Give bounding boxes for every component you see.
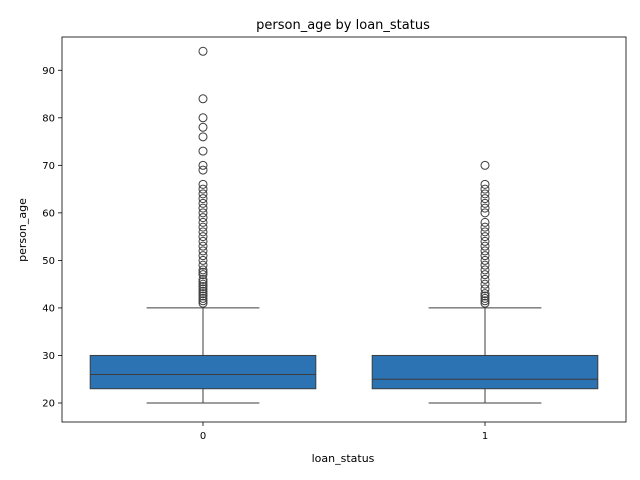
outlier-point (480, 198, 490, 208)
outlier-point (198, 251, 208, 261)
outlier-point (480, 246, 490, 256)
outlier-point (480, 289, 490, 299)
outlier-point (480, 265, 490, 275)
outlier-point (198, 289, 208, 299)
outlier-point (198, 227, 208, 237)
outlier-point (198, 286, 208, 296)
outlier-point (480, 227, 490, 237)
plot-frame (61, 36, 627, 423)
outlier-point (480, 296, 490, 306)
iqr-box (371, 354, 599, 390)
outlier-point (198, 232, 208, 242)
outlier-point (198, 274, 208, 284)
outlier-point (198, 279, 208, 289)
outlier-point (198, 296, 208, 306)
outlier-point (480, 291, 490, 301)
y-tick-label: 80 (42, 113, 55, 124)
outlier-point (480, 279, 490, 289)
outlier-point (198, 293, 208, 303)
iqr-box (89, 354, 317, 390)
y-tick-label: 50 (42, 256, 55, 267)
outlier-point (198, 189, 208, 199)
outlier-point (198, 291, 208, 301)
outlier-point (480, 284, 490, 294)
outlier-point (198, 270, 208, 280)
outlier-point (198, 277, 208, 287)
outlier-point (480, 160, 490, 170)
outlier-point (198, 284, 208, 294)
outlier-point (198, 94, 208, 104)
y-tick-label: 30 (42, 351, 55, 362)
outlier-point (198, 122, 208, 132)
outlier-point (480, 184, 490, 194)
outlier-point (480, 236, 490, 246)
y-tick-label: 90 (42, 66, 55, 77)
outlier-point (198, 132, 208, 142)
outlier-point (198, 217, 208, 227)
outlier-point (198, 46, 208, 56)
outlier-point (198, 146, 208, 156)
y-tick-label: 60 (42, 208, 55, 219)
outlier-point (198, 160, 208, 170)
outlier-point (198, 113, 208, 123)
outlier-point (480, 179, 490, 189)
box-group-1 (371, 160, 599, 404)
boxes-layer (89, 46, 599, 404)
outlier-point (480, 298, 490, 308)
outlier-point (198, 179, 208, 189)
y-tick-label: 70 (42, 161, 55, 172)
outlier-point (198, 222, 208, 232)
x-tick-label: 0 (200, 431, 206, 442)
outlier-point (480, 208, 490, 218)
outlier-point (480, 241, 490, 251)
outlier-point (480, 222, 490, 232)
x-axis-label: loan_status (312, 452, 375, 465)
outlier-point (480, 189, 490, 199)
outlier-point (198, 184, 208, 194)
outlier-point (198, 198, 208, 208)
outlier-point (198, 236, 208, 246)
outlier-point (198, 203, 208, 213)
outlier-point (480, 260, 490, 270)
outlier-point (198, 265, 208, 275)
outlier-point (480, 232, 490, 242)
outlier-point (198, 260, 208, 270)
outlier-point (480, 270, 490, 280)
y-axis: 20 30 40 50 60 70 80 90 (42, 66, 62, 409)
outlier-point (198, 213, 208, 223)
box-group-0 (89, 46, 317, 404)
x-tick-label: 1 (482, 431, 488, 442)
outlier-point (198, 298, 208, 308)
outlier-point (480, 293, 490, 303)
outlier-point (480, 274, 490, 284)
y-tick-label: 40 (42, 303, 55, 314)
outlier-point (198, 282, 208, 292)
outlier-point (198, 246, 208, 256)
outlier-point (480, 255, 490, 265)
y-tick-label: 20 (42, 398, 55, 409)
plot-area (61, 36, 627, 423)
outlier-point (198, 194, 208, 204)
outlier-point (198, 208, 208, 218)
outlier-point (198, 241, 208, 251)
outlier-point (480, 194, 490, 204)
outlier-point (198, 255, 208, 265)
chart-title: person_age by loan_status (256, 18, 430, 33)
outlier-point (480, 251, 490, 261)
outlier-point (198, 165, 208, 175)
outlier-point (480, 203, 490, 213)
outlier-point (198, 267, 208, 277)
y-axis-label: person_age (16, 198, 29, 262)
outlier-point (480, 217, 490, 227)
